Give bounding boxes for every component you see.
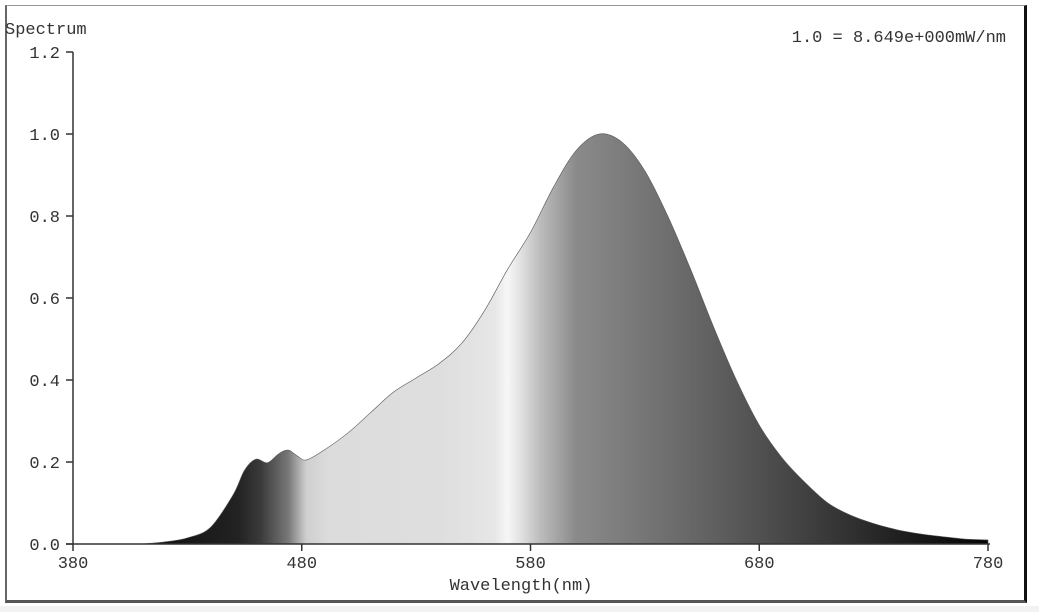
y-tick-label: 0.6 (29, 291, 60, 310)
x-tick-label: 480 (286, 555, 317, 574)
x-axis-label: Wavelength(nm) (450, 577, 593, 596)
y-tick-label: 0.8 (29, 209, 60, 228)
y-tick-label: 0.2 (29, 455, 60, 474)
x-tick-label: 680 (744, 555, 775, 574)
bottom-strip (0, 606, 1039, 612)
x-tick-label: 380 (58, 555, 89, 574)
chart-title: Spectrum (5, 21, 87, 40)
x-tick-label: 780 (973, 555, 1004, 574)
x-ticks: 380 480 580 680 780 (58, 544, 1004, 574)
y-tick-label: 1.2 (29, 45, 60, 64)
y-tick-label: 0.0 (29, 537, 60, 556)
y-tick-label: 0.4 (29, 373, 60, 392)
y-ticks: 0.0 0.2 0.4 0.6 0.8 1.0 1.2 (29, 45, 73, 556)
chart-frame (5, 5, 1027, 603)
spectrum-area (141, 133, 989, 545)
y-tick-label: 1.0 (29, 127, 60, 146)
x-tick-label: 580 (515, 555, 546, 574)
scale-annotation: 1.0 = 8.649e+000mW/nm (792, 29, 1006, 48)
